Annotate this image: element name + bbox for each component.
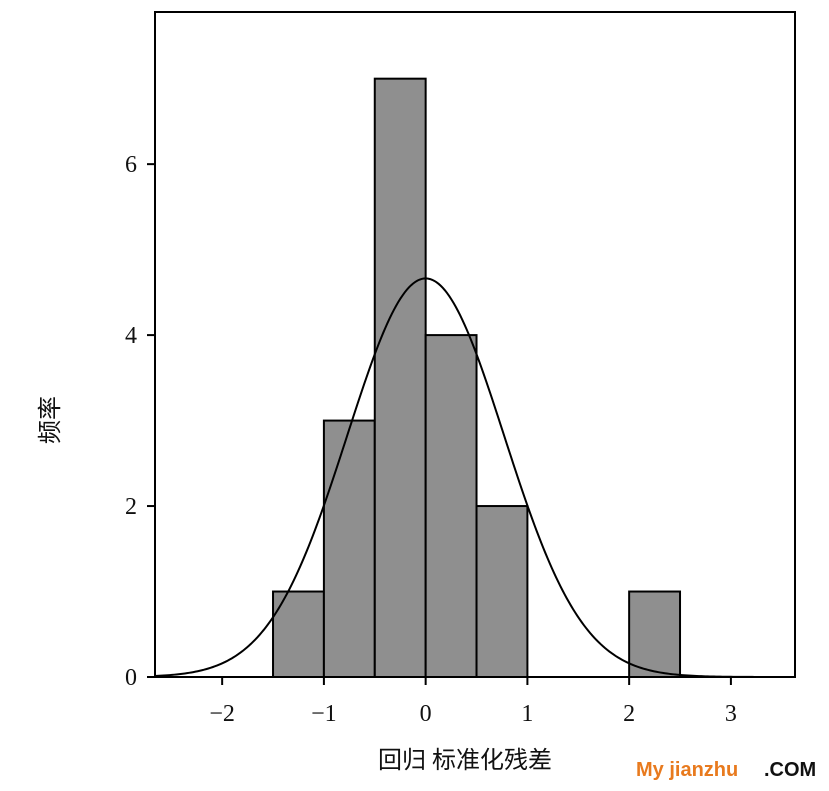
bar	[628, 590, 682, 678]
watermark-brand: My jianzhu	[636, 759, 738, 781]
bar	[475, 505, 529, 678]
bar	[373, 77, 427, 678]
bar	[272, 590, 325, 678]
y-tick-label: 6	[125, 152, 137, 178]
y-tick-label: 2	[125, 494, 137, 520]
x-tick-label: 2	[623, 701, 635, 727]
bar	[322, 419, 376, 678]
y-tick-label: 4	[125, 323, 137, 349]
x-tick-label: 1	[521, 701, 533, 727]
y-axis-label: 频率	[37, 396, 64, 444]
y-tick-label: 0	[125, 665, 137, 691]
x-tick-label: 3	[725, 701, 737, 727]
bar	[424, 334, 478, 678]
x-tick-label: −1	[311, 701, 337, 727]
x-axis-label: 回归 标准化残差	[378, 747, 552, 774]
x-tick-label: 0	[420, 701, 432, 727]
normal-curve	[154, 277, 795, 678]
watermark-suffix: .COM	[764, 759, 816, 781]
x-tick-label: −2	[209, 701, 235, 727]
